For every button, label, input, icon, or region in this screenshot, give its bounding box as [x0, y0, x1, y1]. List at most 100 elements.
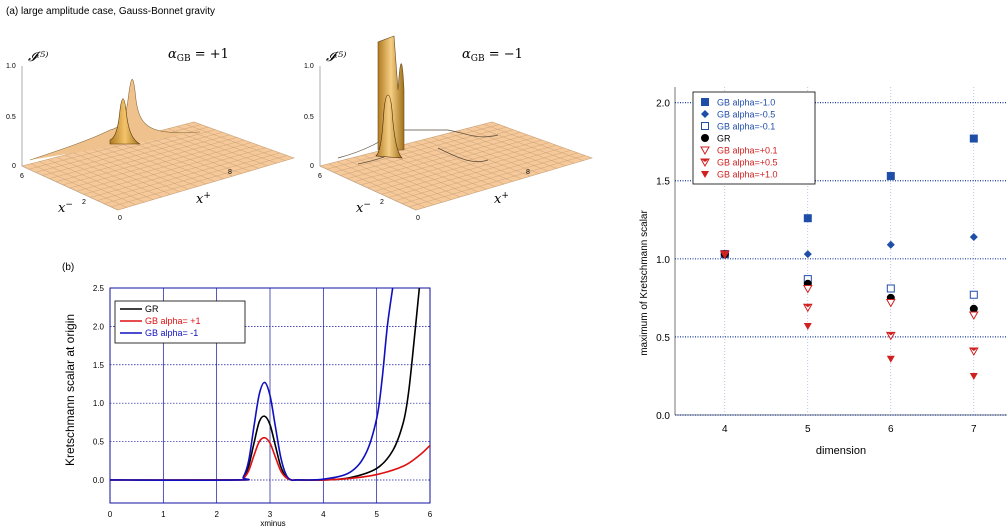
- data-point: [885, 331, 896, 341]
- grid-line: [340, 129, 514, 176]
- y-tick-label: 0.5: [656, 333, 670, 344]
- grid-line: [388, 147, 564, 198]
- surface-grid: [28, 124, 287, 208]
- data-point: [803, 214, 812, 223]
- xminus-tick-2: 2: [380, 199, 384, 206]
- grid-line: [381, 144, 557, 195]
- ztick-1: 1.0: [304, 63, 314, 70]
- y-axis-label: Kretschmann scalar at origin: [63, 314, 77, 466]
- legend-label: GB alpha=-0.1: [717, 122, 775, 132]
- grid-line: [361, 137, 535, 186]
- x-tick-label: 4: [722, 424, 728, 435]
- surface-plot-alpha-minus: 𝓘⁽⁵⁾ αGB = −1 1.0 0.5 0 6 2 0 8 x− x+: [304, 35, 593, 222]
- x-tick-label: 2: [214, 510, 219, 519]
- xplus-tick-8: 8: [526, 169, 530, 176]
- marker-fill: [886, 332, 895, 336]
- grid-line: [49, 132, 223, 179]
- x-tick-label: 6: [888, 424, 894, 435]
- grid-line: [333, 126, 507, 173]
- legend-label: GB alpha=+1.0: [717, 170, 778, 180]
- ztick-0-5: 0.5: [6, 114, 16, 121]
- xminus-label: x−: [356, 200, 371, 216]
- grid-line: [76, 142, 252, 192]
- grid-line: [63, 137, 237, 186]
- grid-line: [104, 152, 280, 204]
- data-point: [969, 304, 978, 313]
- y-tick-label: 0.5: [93, 438, 105, 447]
- legend-label: GB alpha=-1.0: [717, 98, 775, 108]
- legend-marker: [701, 110, 709, 118]
- surface-plot-alpha-plus: 𝓘⁽⁵⁾ αGB = +1 1.0 0.5 0 6 2 0 8 x− x+: [6, 47, 295, 222]
- grid-line: [111, 155, 287, 208]
- y-tick-label: 2.5: [93, 284, 105, 293]
- legend-marker: [701, 98, 709, 106]
- grid-line: [367, 139, 543, 189]
- data-point: [802, 284, 813, 294]
- y-tick-label: 0.0: [93, 476, 105, 485]
- grid-line: [402, 152, 578, 204]
- data-point: [968, 311, 979, 321]
- legend-label: GB alpha= +1: [145, 316, 201, 326]
- legend-marker: [701, 122, 709, 130]
- data-point: [886, 355, 895, 363]
- y-tick-label: 1.5: [93, 361, 105, 370]
- x-tick-label: 3: [268, 510, 273, 519]
- series-line: [110, 436, 430, 481]
- alpha-label: αGB = −1: [462, 47, 523, 64]
- ztick-0: 0: [12, 163, 16, 170]
- zaxis-label: 𝓘⁽⁵⁾: [326, 50, 346, 65]
- grid-line: [347, 132, 521, 179]
- data-point: [886, 240, 895, 249]
- data-point: [803, 322, 812, 330]
- grid-line: [90, 147, 266, 198]
- marker-fill: [969, 347, 978, 351]
- panel-b-label: (b): [62, 262, 75, 273]
- xminus-tick-6: 6: [20, 173, 24, 180]
- data-point: [969, 134, 978, 143]
- x-tick-label: 0: [108, 510, 113, 519]
- data-point: [968, 347, 979, 356]
- grid-line: [56, 134, 230, 182]
- legend-marker: [701, 171, 709, 178]
- y-tick-label: 1.5: [656, 177, 670, 188]
- series-line: [110, 288, 394, 482]
- x-tick-label: 6: [428, 510, 433, 519]
- x-tick-label: 5: [805, 424, 811, 435]
- data-point: [969, 290, 978, 299]
- x-tick-label: 4: [321, 510, 326, 519]
- x-tick-label: 7: [971, 424, 977, 435]
- xplus-tick-0: 0: [416, 215, 420, 222]
- x-axis-label: xminus: [260, 519, 285, 528]
- ztick-0-5: 0.5: [304, 114, 314, 121]
- xplus-tick-8: 8: [228, 169, 232, 176]
- scatter-chart: 0.0 0.5 1.0 1.5 2.0 4 5 6 7 GB alpha=-1.0 GB alph…: [639, 87, 1007, 457]
- data-point: [886, 284, 895, 293]
- x-tick-label: 1: [161, 510, 166, 519]
- legend-marker: [701, 134, 709, 142]
- legend-marker: [700, 146, 710, 156]
- legend-label: GB alpha=-0.5: [717, 110, 775, 120]
- data-point: [969, 232, 978, 241]
- data-point: [803, 250, 812, 259]
- xplus-label: x+: [494, 191, 509, 207]
- y-tick-label: 1.0: [656, 255, 670, 266]
- y-tick-label: 2.0: [656, 99, 670, 110]
- y-tick-label: 2.0: [93, 322, 105, 331]
- marker-fill: [803, 304, 812, 308]
- xminus-tick-2: 2: [82, 199, 86, 206]
- marker-fill: [701, 159, 709, 162]
- grid-line: [409, 155, 585, 208]
- legend-marker: [700, 158, 710, 168]
- x-tick-label: 5: [374, 510, 379, 519]
- legend-label: GB alpha=+0.1: [717, 146, 778, 156]
- xplus-label: x+: [196, 191, 211, 207]
- data-point: [886, 172, 895, 181]
- x-axis-label: dimension: [816, 445, 866, 457]
- data-point: [802, 303, 813, 313]
- alpha-label: αGB = +1: [168, 47, 229, 64]
- y-tick-label: 0.0: [656, 411, 670, 422]
- xplus-tick-0: 0: [118, 215, 122, 222]
- data-point: [969, 372, 978, 380]
- data-point: [720, 251, 729, 259]
- ztick-1: 1.0: [6, 63, 16, 70]
